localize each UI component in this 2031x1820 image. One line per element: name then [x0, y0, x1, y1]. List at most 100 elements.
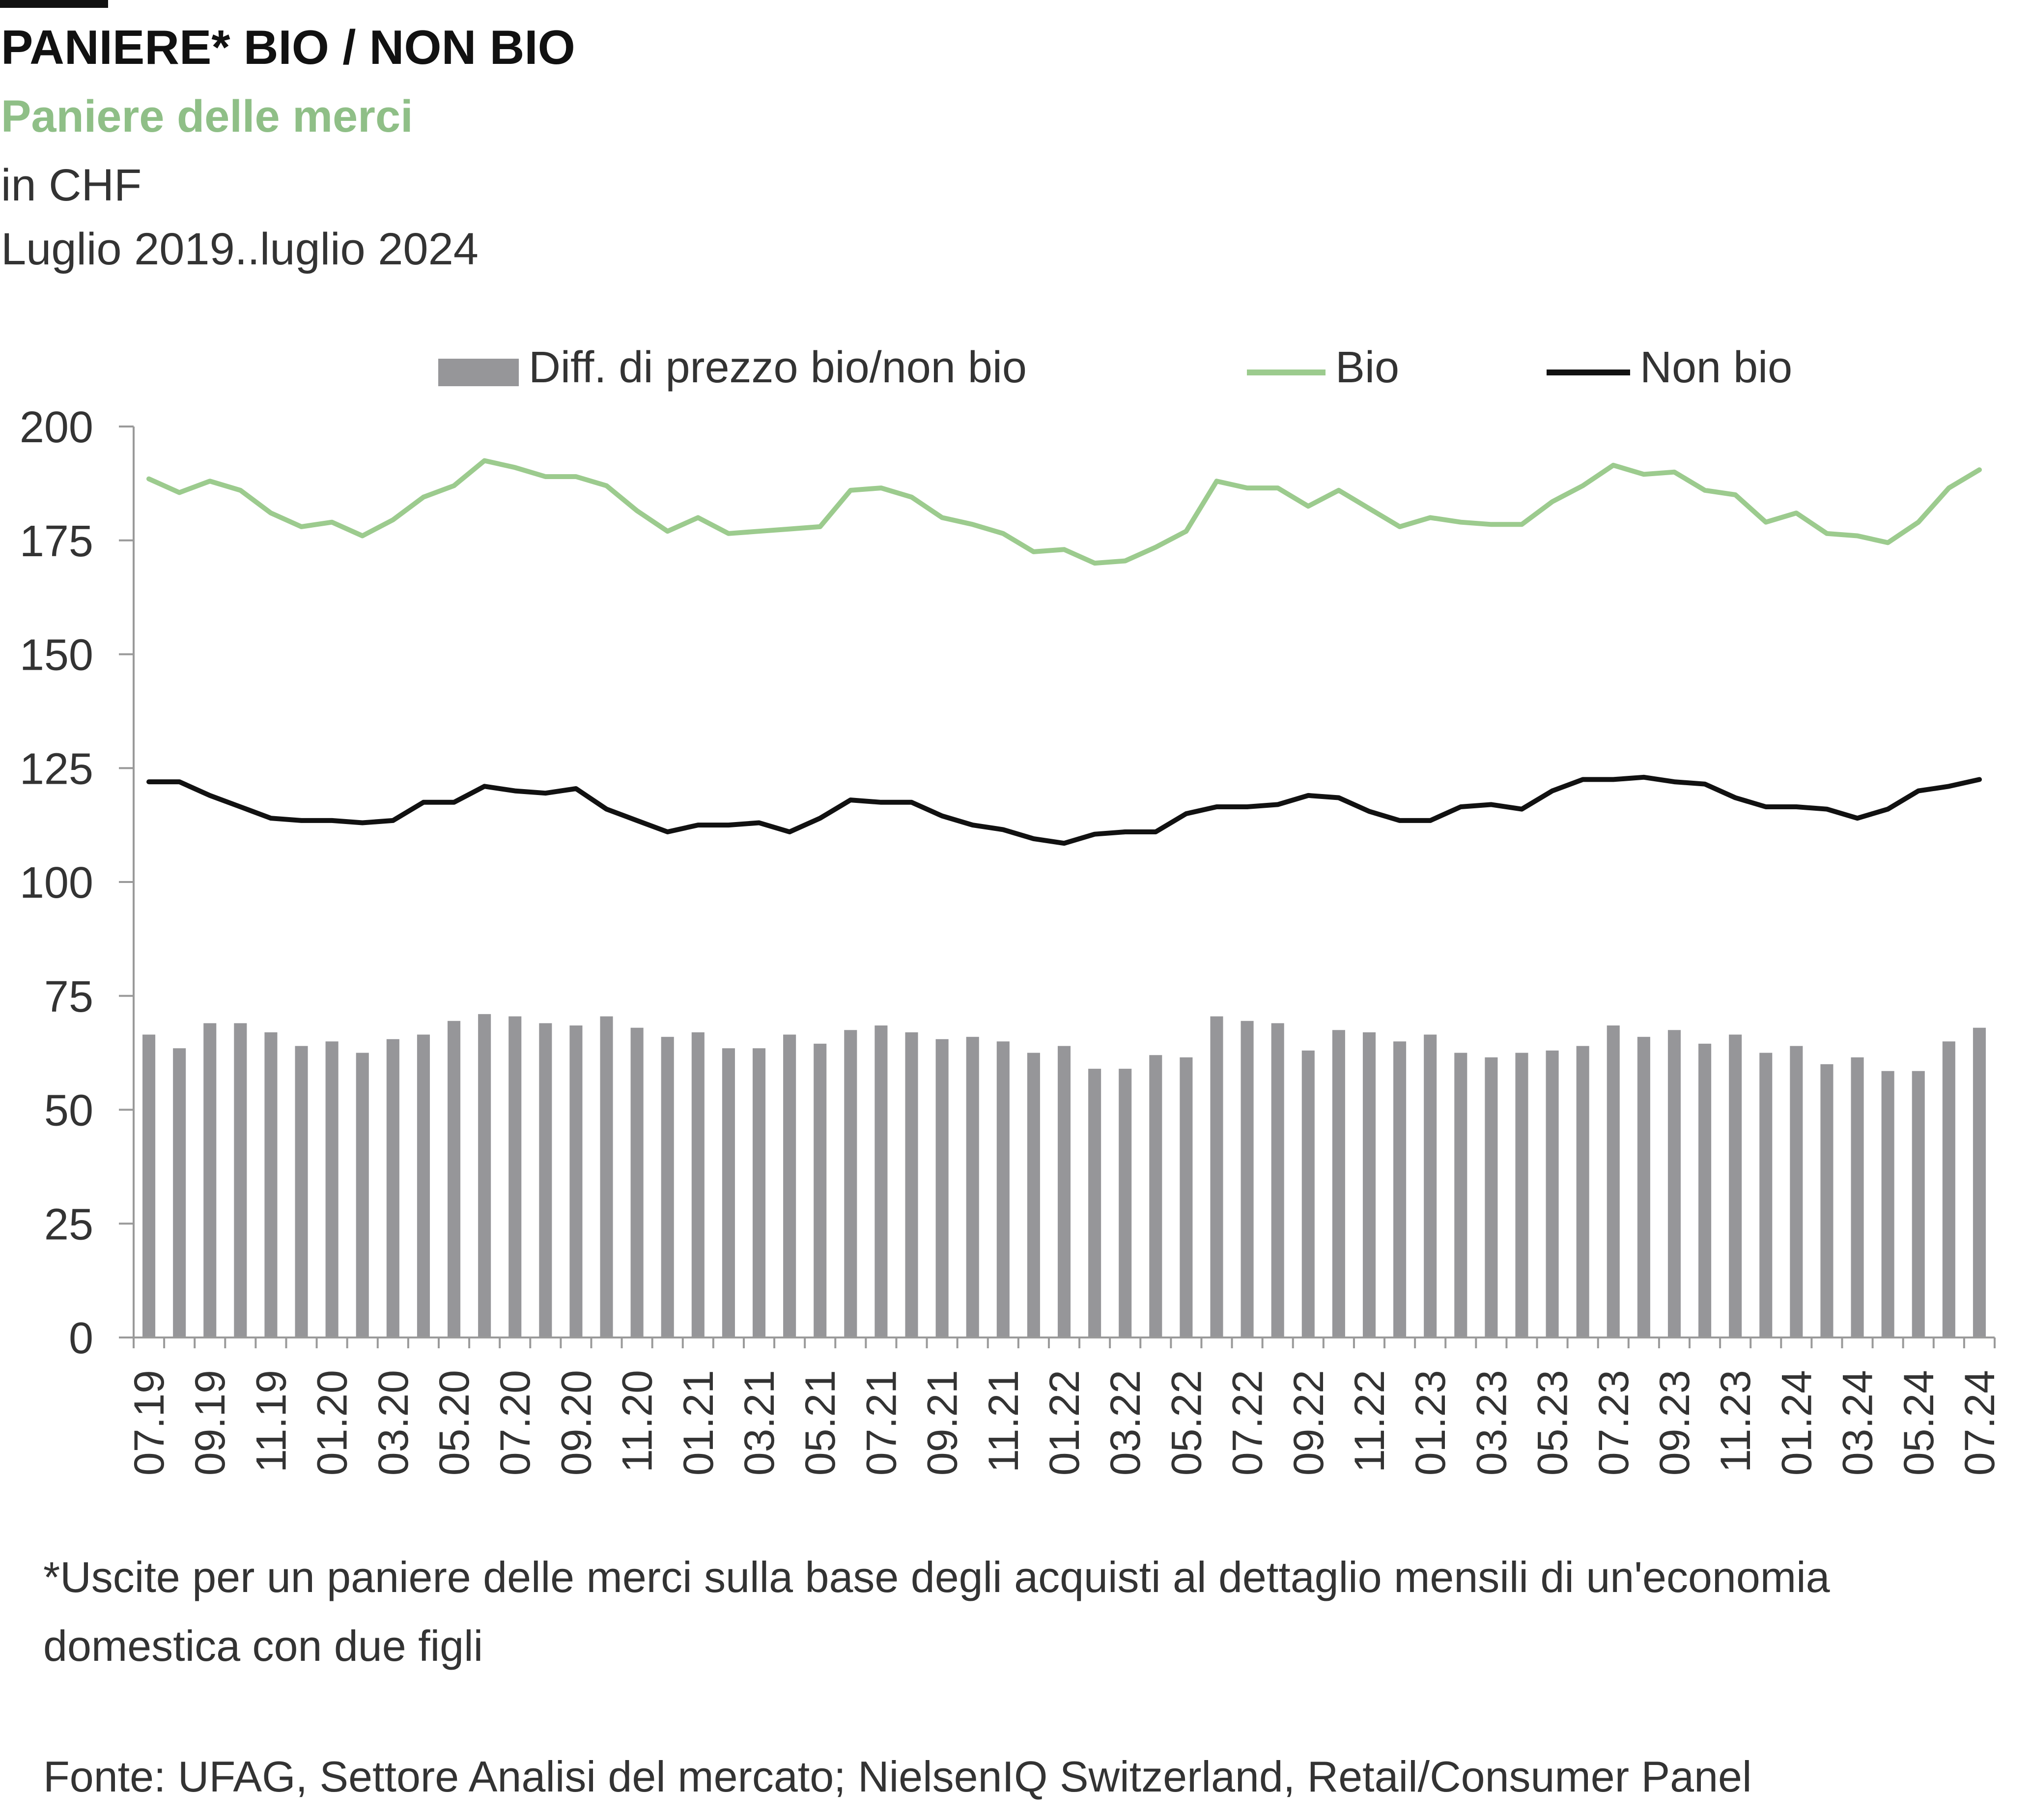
- bar-diff-09.20: [569, 1025, 583, 1337]
- y-tick-label: 175: [20, 517, 93, 566]
- bar-diff-08.21: [905, 1032, 918, 1337]
- bar-diff-12.20: [661, 1037, 674, 1337]
- bar-diff-04.23: [1515, 1052, 1528, 1337]
- y-tick-label: 150: [20, 631, 93, 680]
- bar-diff-05.22: [1180, 1057, 1193, 1337]
- bar-diff-09.22: [1301, 1050, 1315, 1337]
- bar-diff-10.23: [1698, 1044, 1712, 1337]
- x-tick-label: 09.20: [553, 1370, 600, 1476]
- bar-series: [142, 1014, 1986, 1337]
- bar-diff-09.19: [203, 1023, 217, 1337]
- x-tick-label: 03.21: [736, 1370, 783, 1476]
- bar-diff-11.20: [630, 1027, 644, 1337]
- bar-diff-03.24: [1851, 1057, 1864, 1337]
- x-tick-label: 03.23: [1468, 1370, 1515, 1476]
- x-tick-label: 03.24: [1834, 1370, 1882, 1476]
- x-tick-label: 11.23: [1712, 1370, 1759, 1473]
- line-nonbio: [146, 774, 1982, 846]
- bar-diff-06.21: [844, 1030, 857, 1337]
- y-tick-label: 25: [44, 1200, 93, 1249]
- bar-diff-08.22: [1271, 1023, 1284, 1337]
- x-axis: 07.19 09.19 11.19 01.20 03.20 05.20 07.20 09.20…: [126, 1337, 2003, 1476]
- x-tick-label: 05.24: [1895, 1370, 1943, 1476]
- y-axis: 0 25 50 75 100 125 150 175 200: [20, 403, 135, 1363]
- bar-diff-09.21: [935, 1039, 949, 1337]
- x-tick-label: 03.20: [370, 1370, 417, 1476]
- x-tick-label: 01.20: [309, 1370, 356, 1476]
- bar-diff-12.19: [295, 1046, 308, 1337]
- y-tick-label: 200: [20, 403, 93, 452]
- bar-diff-09.23: [1667, 1030, 1681, 1337]
- line-bio: [146, 458, 1982, 566]
- x-tick-label: 07.22: [1224, 1370, 1271, 1476]
- bar-diff-01.24: [1790, 1046, 1803, 1337]
- x-tick-label: 11.19: [248, 1370, 295, 1473]
- bar-diff-12.23: [1759, 1052, 1773, 1337]
- x-tick-label: 07.24: [1956, 1370, 2003, 1476]
- x-tick-label: 01.24: [1773, 1370, 1820, 1476]
- bar-diff-05.24: [1912, 1071, 1925, 1337]
- x-tick-label: 09.23: [1651, 1370, 1698, 1476]
- x-tick-label: 11.20: [614, 1370, 661, 1473]
- bar-diff-01.23: [1424, 1034, 1437, 1337]
- line-series: [146, 458, 1982, 846]
- x-tick-label: 07.19: [126, 1370, 173, 1476]
- bar-diff-06.20: [478, 1014, 491, 1337]
- bar-diff-04.24: [1881, 1071, 1894, 1337]
- bar-diff-08.23: [1637, 1037, 1650, 1337]
- x-tick-label: 01.21: [675, 1370, 722, 1476]
- bar-diff-02.22: [1088, 1069, 1101, 1337]
- bar-diff-08.20: [539, 1023, 552, 1337]
- x-tick-label: 09.22: [1285, 1370, 1332, 1476]
- bar-diff-10.19: [234, 1023, 247, 1337]
- x-tick-label: 01.23: [1407, 1370, 1454, 1476]
- bar-diff-12.21: [1027, 1052, 1040, 1337]
- bar-diff-12.22: [1393, 1041, 1407, 1337]
- title-accent-bar: [0, 0, 108, 8]
- bar-diff-03.20: [386, 1039, 399, 1337]
- bar-diff-07.20: [508, 1016, 522, 1337]
- bar-diff-03.23: [1485, 1057, 1498, 1337]
- bar-diff-04.21: [783, 1034, 796, 1337]
- y-tick-label: 75: [44, 972, 93, 1022]
- bar-diff-06.22: [1210, 1016, 1223, 1337]
- bar-diff-05.23: [1546, 1050, 1559, 1337]
- bar-diff-04.20: [417, 1034, 430, 1337]
- bar-diff-01.20: [325, 1041, 338, 1337]
- x-tick-label: 05.23: [1529, 1370, 1577, 1476]
- bar-diff-02.23: [1454, 1052, 1467, 1337]
- y-tick-label: 50: [44, 1086, 93, 1136]
- combo-chart: Diff. di prezzo bio/non bio Bio Non bio …: [20, 343, 2003, 1476]
- y-tick-label: 125: [20, 744, 93, 794]
- bar-diff-07.22: [1241, 1021, 1254, 1337]
- bar-diff-03.21: [752, 1048, 766, 1337]
- x-tick-label: 09.21: [919, 1370, 966, 1476]
- bar-diff-05.21: [814, 1044, 827, 1337]
- x-tick-label: 07.23: [1590, 1370, 1637, 1476]
- legend-label-bars: Diff. di prezzo bio/non bio: [529, 343, 1027, 392]
- bar-diff-07.24: [1973, 1027, 1986, 1337]
- bar-diff-07.23: [1607, 1025, 1620, 1337]
- bar-diff-01.22: [1057, 1046, 1071, 1337]
- bar-diff-10.22: [1332, 1030, 1345, 1337]
- bar-diff-01.21: [691, 1032, 705, 1337]
- x-tick-label: 03.22: [1102, 1370, 1149, 1476]
- bar-diff-06.24: [1942, 1041, 1955, 1337]
- bar-diff-11.21: [996, 1041, 1010, 1337]
- source-note: Fonte: UFAG, Settore Analisi del mercato…: [43, 1752, 1752, 1801]
- bar-diff-11.23: [1729, 1034, 1742, 1337]
- bar-diff-10.20: [600, 1016, 613, 1337]
- bar-diff-11.19: [264, 1032, 278, 1337]
- bar-diff-10.21: [966, 1037, 979, 1337]
- legend-label-nonbio: Non bio: [1640, 343, 1792, 392]
- bar-diff-02.21: [722, 1048, 735, 1337]
- x-tick-label: 09.19: [187, 1370, 234, 1476]
- bar-diff-02.24: [1820, 1064, 1834, 1337]
- bar-diff-07.21: [874, 1025, 888, 1337]
- x-tick-label: 11.21: [980, 1370, 1027, 1473]
- x-tick-label: 01.22: [1041, 1370, 1088, 1476]
- footnote: *Uscite per un paniere delle merci sulla…: [43, 1553, 1830, 1670]
- x-tick-label: 11.22: [1346, 1370, 1393, 1473]
- chart-subtitle: Paniere delle merci: [1, 91, 413, 142]
- bar-diff-02.20: [356, 1052, 369, 1337]
